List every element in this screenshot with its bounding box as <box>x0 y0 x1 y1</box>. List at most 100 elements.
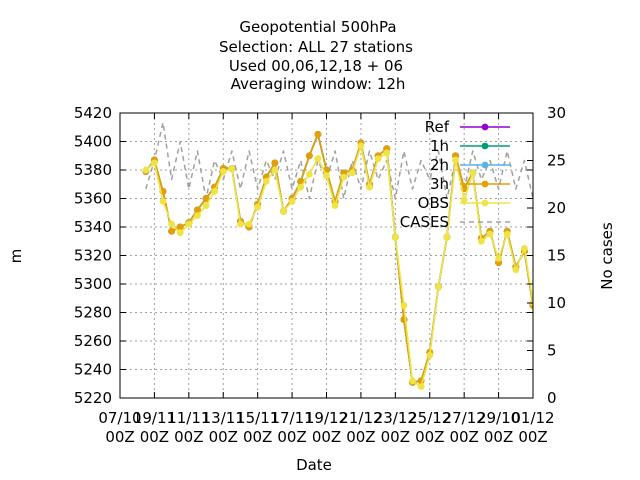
y2-tick-label: 20 <box>547 199 566 217</box>
data-point-obs <box>348 169 356 177</box>
series-line-3h <box>145 133 533 384</box>
legend-label: 2h <box>430 156 449 174</box>
y-tick-label: 5320 <box>74 247 112 265</box>
data-point-obs <box>305 170 313 178</box>
x-tick-label: 29/10 <box>477 409 520 427</box>
x-tick-label: 21/12 <box>339 409 382 427</box>
data-point-obs <box>434 283 442 291</box>
x-tick-label: 00Z <box>415 428 444 446</box>
data-point-obs <box>159 197 167 205</box>
x-tick-label: 11/11 <box>167 409 210 427</box>
y-tick-label: 5420 <box>74 104 112 122</box>
x-tick-label: 00Z <box>312 428 341 446</box>
x-tick-label: 23/12 <box>374 409 417 427</box>
x-tick-label: 00Z <box>105 428 134 446</box>
data-point-obs <box>460 196 468 204</box>
data-point-3h <box>305 152 313 160</box>
y2-tick-label: 30 <box>547 104 566 122</box>
series-1h <box>142 130 533 386</box>
chart-title: Geopotential 500hPa Selection: ALL 27 st… <box>219 18 413 93</box>
series-line-cases <box>145 121 533 200</box>
data-point-obs <box>245 220 253 228</box>
data-point-obs <box>176 229 184 237</box>
data-point-obs <box>280 207 287 215</box>
data-point-obs <box>495 254 502 262</box>
data-point-obs <box>340 173 348 181</box>
data-point-3h <box>176 223 184 231</box>
data-point-obs <box>202 202 210 210</box>
axes: 5220524052605280530053205340536053805400… <box>74 104 566 446</box>
x-tick-label: 00Z <box>484 428 513 446</box>
data-point-obs <box>383 149 391 157</box>
data-point-obs <box>417 383 425 390</box>
x-tick-label: 01/12 <box>511 409 554 427</box>
x-tick-label: 00Z <box>174 428 203 446</box>
data-point-obs <box>357 142 365 150</box>
data-point-obs <box>426 351 434 359</box>
title-line: Geopotential 500hPa <box>239 18 396 36</box>
data-point-3h <box>202 195 210 202</box>
data-point-obs <box>314 155 322 163</box>
legend-marker <box>481 123 489 131</box>
data-point-obs <box>520 244 528 252</box>
y-tick-label: 5240 <box>74 361 112 379</box>
data-point-obs <box>168 220 176 228</box>
legend-marker <box>481 199 489 207</box>
x-tick-label: 13/11 <box>202 409 245 427</box>
legend-label: OBS <box>418 194 449 212</box>
legend-label: 3h <box>430 175 449 193</box>
data-point-obs <box>151 159 158 167</box>
y-tick-label: 5400 <box>74 133 112 151</box>
data-point-obs <box>443 233 451 241</box>
x-tick-label: 00Z <box>449 428 478 446</box>
data-point-obs <box>503 230 511 238</box>
data-point-obs <box>211 187 219 195</box>
y2-tick-label: 10 <box>547 294 566 312</box>
x-tick-label: 00Z <box>381 428 410 446</box>
y-tick-label: 5340 <box>74 218 112 236</box>
data-point-obs <box>366 183 373 191</box>
legend-marker <box>481 142 489 150</box>
data-point-obs <box>469 169 477 177</box>
x-tick-label: 25/12 <box>408 409 451 427</box>
x-tick-label: 27/12 <box>443 409 486 427</box>
y-tick-label: 5300 <box>74 275 112 293</box>
title-line: Averaging window: 12h <box>231 75 406 93</box>
data-point-obs <box>486 230 494 238</box>
x-tick-label: 00Z <box>243 428 272 446</box>
data-point-obs <box>452 156 459 164</box>
series-line-obs <box>145 145 533 388</box>
x-tick-label: 00Z <box>518 428 547 446</box>
data-point-obs <box>262 178 270 185</box>
x-tick-label: 00Z <box>140 428 169 446</box>
x-tick-label: 15/11 <box>236 409 279 427</box>
data-point-obs <box>409 377 416 385</box>
series-layer <box>142 121 533 390</box>
series-2h <box>142 130 533 386</box>
data-point-obs <box>142 166 150 174</box>
grid <box>120 113 533 398</box>
legend-label: CASES <box>400 213 449 231</box>
data-point-3h <box>297 178 305 185</box>
legend-marker <box>481 161 489 169</box>
data-point-3h <box>314 130 322 138</box>
data-point-obs <box>185 220 193 228</box>
y-tick-label: 5280 <box>74 304 112 322</box>
data-point-obs <box>400 301 408 309</box>
series-cases <box>145 121 533 200</box>
y2-tick-label: 5 <box>547 342 557 360</box>
y-tick-label: 5220 <box>74 389 112 407</box>
x-tick-label: 00Z <box>277 428 306 446</box>
data-point-obs <box>228 165 236 172</box>
x-axis-label: Date <box>296 456 332 474</box>
series-obs <box>142 142 533 390</box>
data-point-3h <box>271 159 279 167</box>
data-point-obs <box>288 197 296 205</box>
legend-label: 1h <box>430 137 449 155</box>
data-point-obs <box>331 202 339 210</box>
y2-tick-label: 15 <box>547 247 566 265</box>
series-3h <box>142 130 533 386</box>
data-point-obs <box>194 212 201 220</box>
